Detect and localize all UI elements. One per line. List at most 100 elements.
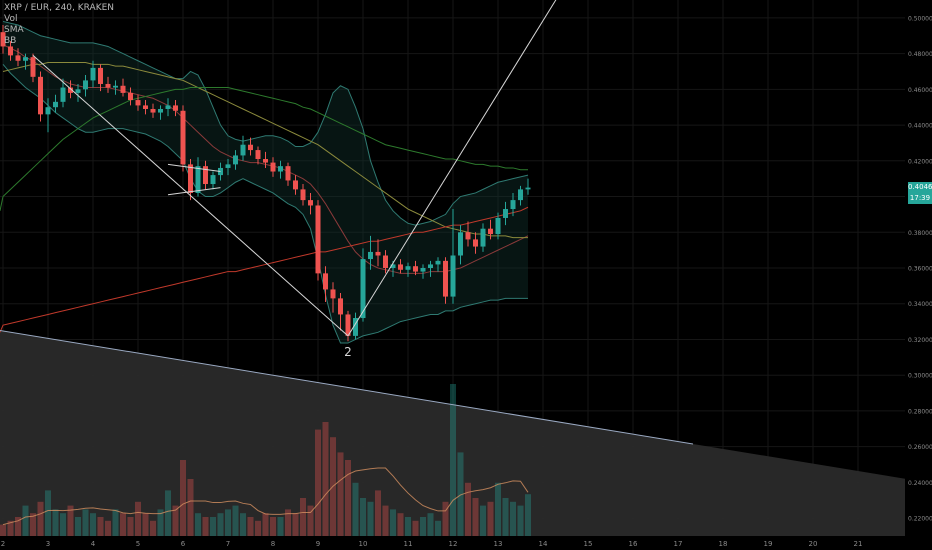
- volume-bar-45: [337, 452, 344, 536]
- volume-bar-35: [262, 513, 269, 536]
- candle-body-16: [120, 85, 126, 93]
- candle-body-38: [285, 166, 291, 181]
- candle-body-13: [98, 67, 103, 84]
- candle-body-7: [53, 101, 58, 108]
- volume-bar-47: [352, 482, 359, 536]
- time-tick-11: 13: [494, 540, 503, 548]
- volume-bar-18: [135, 501, 141, 536]
- volume-bar-57: [427, 513, 434, 536]
- volume-bar-22: [165, 490, 171, 536]
- legend-vol[interactable]: Vol: [4, 14, 18, 24]
- bb-lower: [2, 63, 528, 344]
- volume-bar-34: [255, 520, 261, 536]
- candle-body-11: [83, 80, 88, 90]
- legend-symbol[interactable]: XRP / EUR, 240, KRAKEN: [4, 3, 115, 13]
- volume-bar-2: [15, 517, 21, 536]
- candle-body-48: [360, 259, 366, 319]
- time-tick-8: 10: [359, 540, 368, 548]
- volume-bar-10: [75, 517, 81, 536]
- price-tick-13: 0.24000: [908, 480, 932, 487]
- volume-bar-49: [367, 501, 374, 536]
- volume-bar-69: [517, 505, 524, 536]
- candle-body-61: [458, 232, 463, 256]
- candle-body-46: [345, 314, 351, 336]
- time-axis[interactable]: 2 3 4 5 6 7 8 9 10 11 12 13 14 15 16 17 18 19 20 21: [0, 536, 932, 550]
- bollinger-band: [3, 21, 528, 344]
- candle-body-10: [75, 89, 81, 93]
- price-tick-10: 0.30000: [908, 373, 932, 380]
- indicator-lines: [0, 20, 529, 344]
- candle-body-35: [263, 159, 268, 163]
- time-tick-14: 16: [629, 540, 638, 548]
- drawings: [0, 0, 694, 445]
- volume-bar-14: [105, 520, 111, 536]
- volume-bar-4: [30, 513, 36, 536]
- volume-bar-58: [435, 520, 441, 536]
- rise-trendline: [347, 0, 557, 337]
- time-tick-1: 3: [46, 540, 50, 548]
- volume-bar-32: [240, 513, 246, 536]
- volume-bar-13: [97, 517, 104, 536]
- volume-bar-31: [232, 505, 239, 536]
- candle-body-3: [23, 57, 28, 61]
- candle-body-39: [293, 180, 298, 190]
- volume-bar-1: [7, 520, 14, 536]
- volume-ma: [2, 467, 529, 526]
- candle-body-56: [420, 268, 426, 272]
- candle-body-45: [338, 298, 343, 315]
- volume-bar-41: [307, 505, 314, 536]
- candle-body-53: [398, 264, 403, 270]
- price-tick-7: 0.36000: [908, 266, 932, 273]
- legend-sma[interactable]: SMA: [4, 25, 24, 35]
- candle-body-70: [525, 187, 531, 190]
- candle-body-69: [518, 189, 523, 201]
- candle-body-19: [143, 105, 148, 109]
- time-tick-2: 4: [91, 540, 96, 548]
- volume-bar-29: [217, 513, 224, 536]
- volume-bars: [0, 384, 531, 536]
- candle-body-15: [113, 85, 118, 88]
- candle-body-50: [375, 251, 381, 256]
- price-axis[interactable]: 0.500000.480000.460000.440000.420000.400…: [905, 0, 932, 550]
- candle-body-43: [323, 273, 328, 290]
- volume-bar-6: [45, 490, 51, 536]
- channel-line: [167, 187, 221, 196]
- candle-body-68: [510, 200, 516, 210]
- candle-body-1: [8, 46, 13, 56]
- candle-body-27: [203, 166, 208, 185]
- price-tick-0: 0.50000: [908, 15, 932, 22]
- candle-body-59: [443, 260, 448, 297]
- candle-body-21: [158, 108, 163, 113]
- price-tick-8: 0.34000: [908, 301, 932, 308]
- candle-body-33: [248, 144, 253, 151]
- candles: [0, 25, 531, 342]
- volume-bar-3: [22, 505, 29, 536]
- candle-body-0: [0, 32, 6, 47]
- candle-body-5: [38, 76, 43, 115]
- wave-label: 2: [344, 345, 352, 359]
- volume-bar-12: [90, 513, 96, 536]
- candle-body-62: [465, 232, 471, 240]
- time-tick-3: 5: [136, 540, 140, 548]
- time-tick-7: 9: [316, 540, 320, 548]
- volume-bar-59: [442, 501, 449, 536]
- time-axis-bg: [0, 536, 932, 550]
- volume-bar-36: [270, 517, 276, 536]
- volume-bar-53: [397, 513, 404, 536]
- last-price-tag: 0.40462: [908, 181, 932, 193]
- legend: XRP / EUR, 240, KRAKEN Vol SMA BB: [4, 3, 114, 47]
- volume-bar-9: [67, 505, 74, 536]
- volume-bar-7: [52, 509, 59, 536]
- time-tick-15: 17: [674, 540, 683, 548]
- candle-body-47: [353, 318, 358, 336]
- volume-bar-62: [465, 482, 471, 536]
- volume-bar-51: [382, 505, 389, 536]
- candle-body-17: [128, 92, 133, 101]
- legend-bb[interactable]: BB: [4, 36, 17, 46]
- sma-long-line: [2, 87, 528, 197]
- volume-bar-5: [37, 501, 44, 536]
- volume-bar-25: [187, 479, 194, 536]
- candle-body-34: [255, 150, 261, 160]
- price-tick-12: 0.26000: [908, 444, 932, 451]
